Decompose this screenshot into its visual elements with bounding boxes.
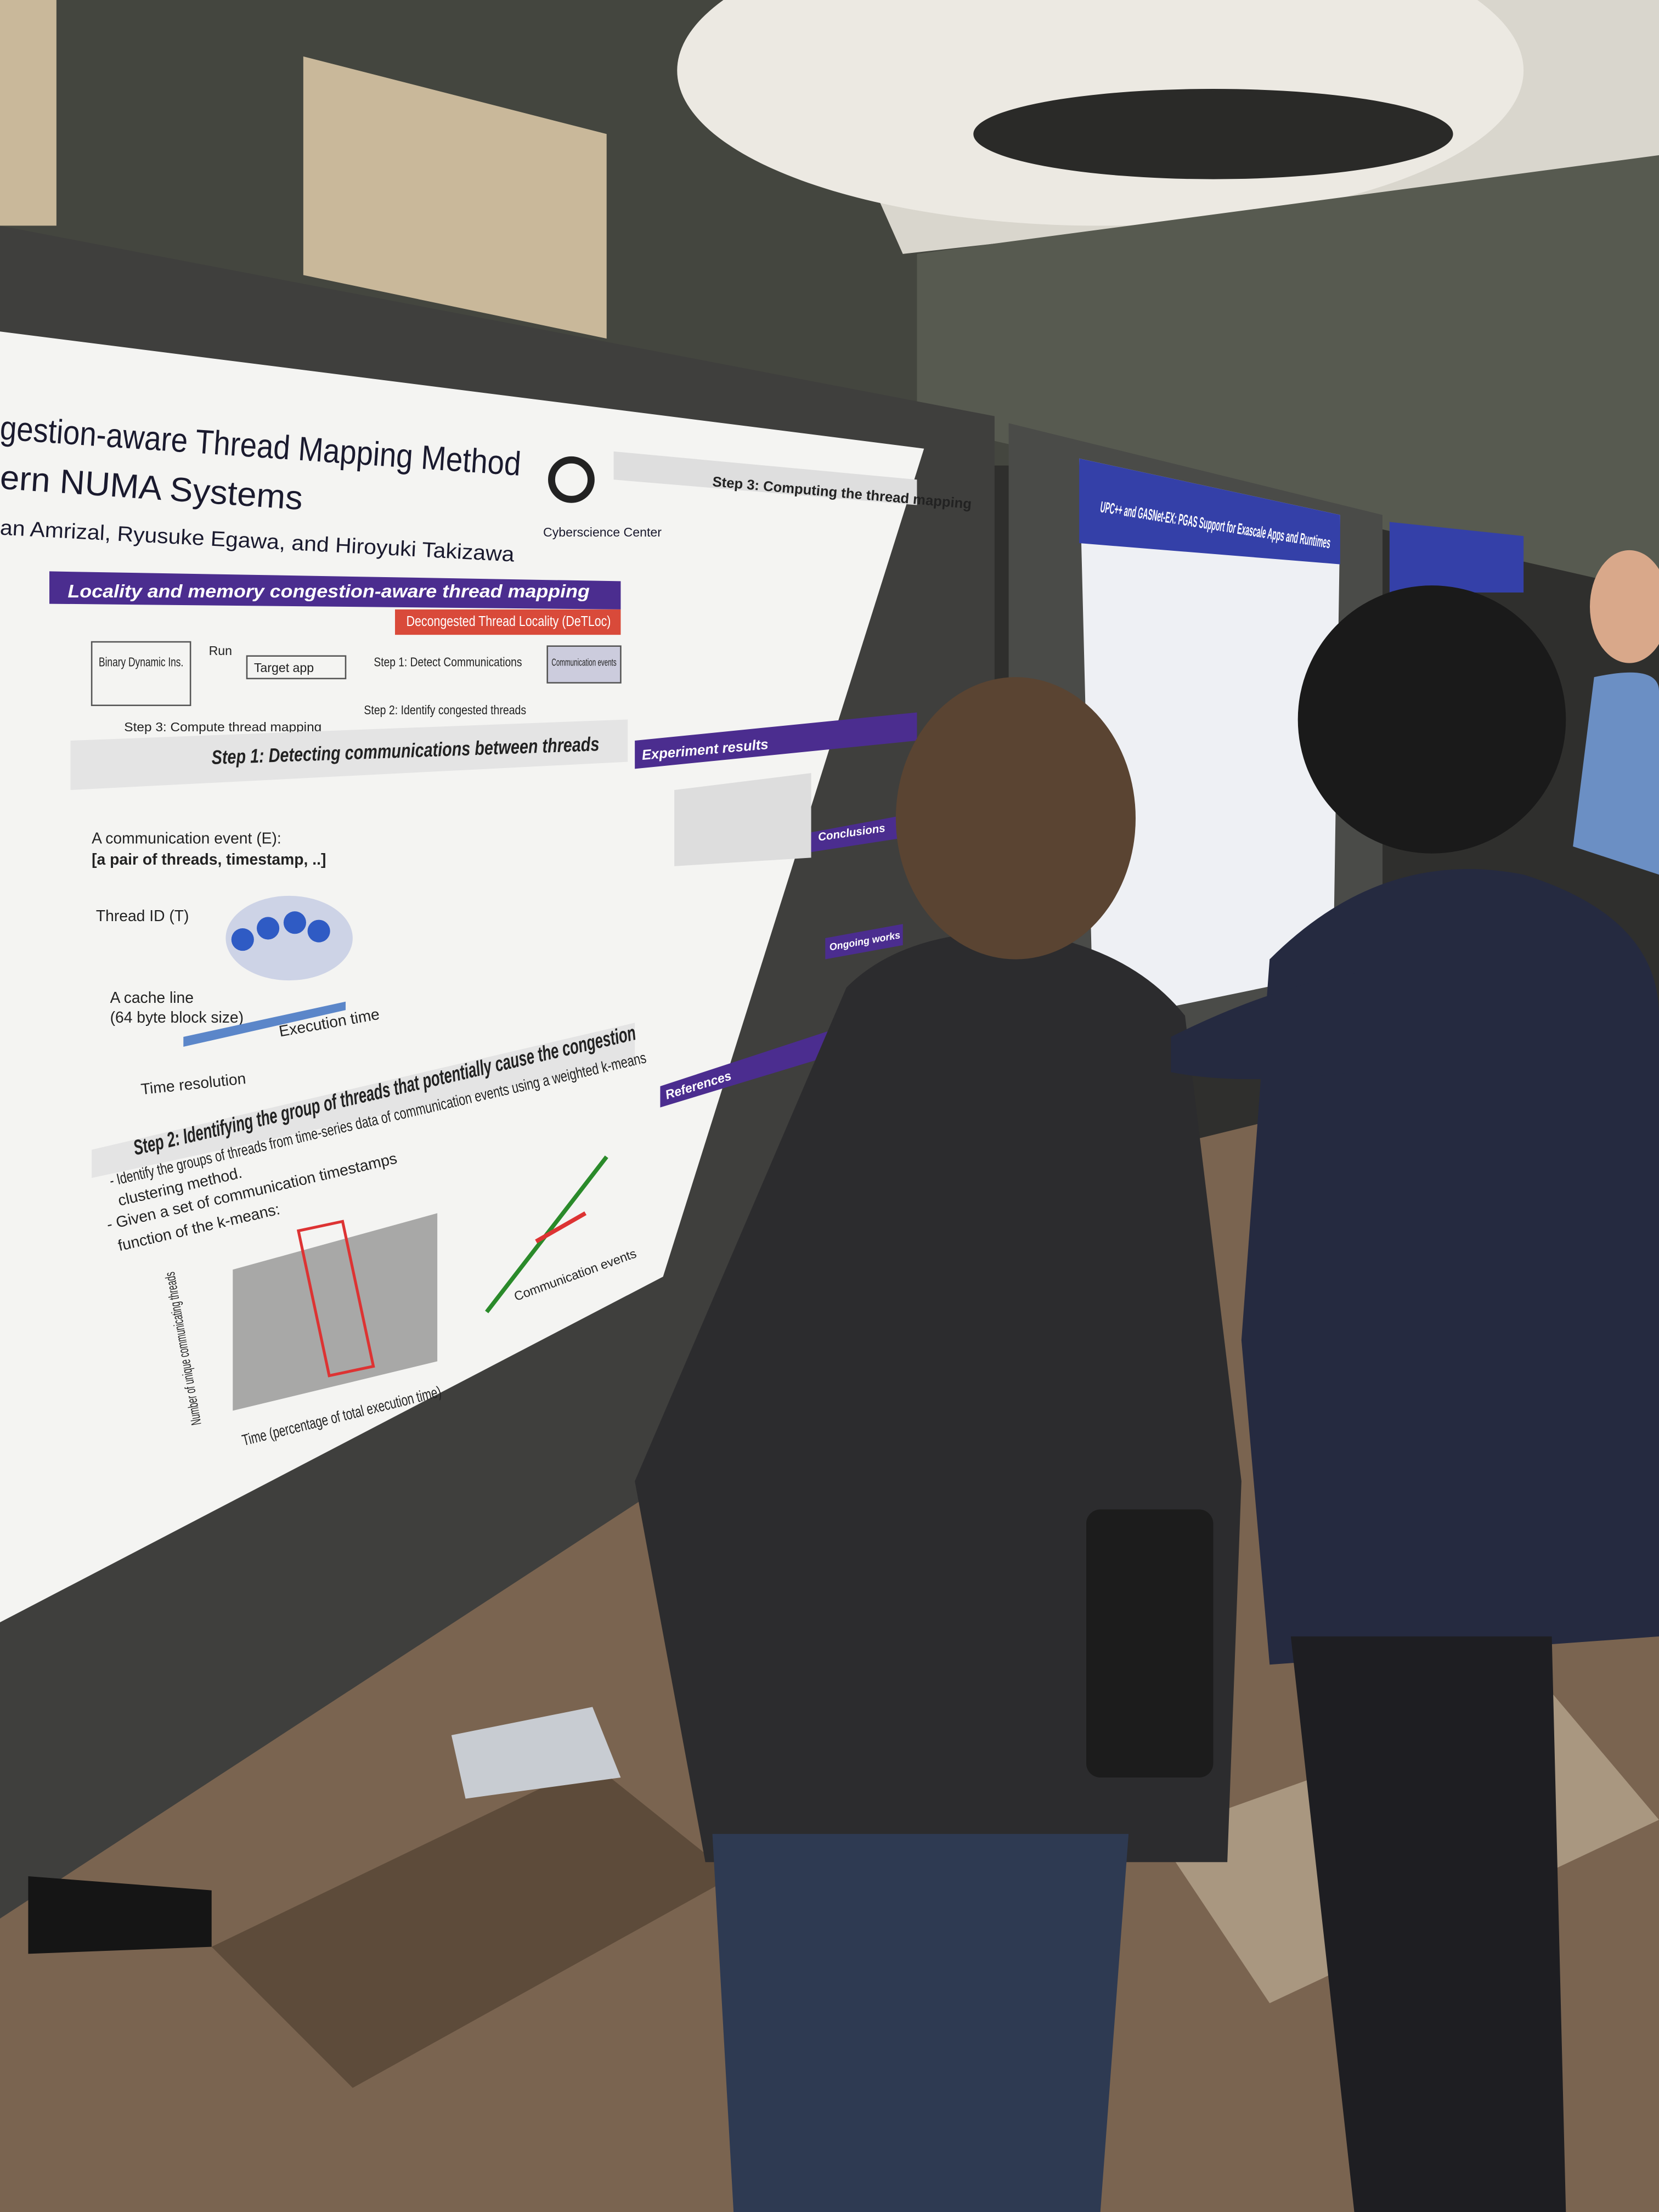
text: (64 byte block size) bbox=[110, 1008, 244, 1026]
ceiling-recess bbox=[973, 89, 1453, 179]
text: A cache line bbox=[110, 989, 194, 1006]
shoe bbox=[451, 1707, 621, 1799]
poster-third bbox=[1389, 522, 1524, 592]
wall-art bbox=[0, 0, 57, 226]
flow-label: Run bbox=[209, 644, 232, 658]
flow-box bbox=[246, 655, 347, 680]
carpet-pattern bbox=[211, 1763, 734, 2088]
affiliation: Cyberscience Center bbox=[543, 525, 662, 539]
subbanner-text: Decongested Thread Locality (DeTLoc) bbox=[407, 614, 611, 629]
thread bbox=[257, 917, 280, 940]
timeline bbox=[183, 1001, 346, 1047]
person-hair bbox=[1297, 585, 1566, 854]
poster bbox=[0, 331, 924, 1623]
person-pants bbox=[1290, 1636, 1566, 2212]
chart-image bbox=[233, 1213, 438, 1411]
thread-group bbox=[225, 895, 353, 981]
banner-text: Locality and memory congestion-aware thr… bbox=[67, 582, 589, 602]
flow: Binary Dynamic Ins. Run Target app Step … bbox=[91, 641, 622, 734]
person-jeans bbox=[712, 1833, 1129, 2212]
section-header bbox=[811, 815, 903, 853]
section-header bbox=[92, 1023, 635, 1178]
poster bbox=[1079, 458, 1340, 1023]
person-arm bbox=[1171, 973, 1355, 1080]
person-shirt bbox=[1573, 672, 1659, 875]
section-header bbox=[613, 451, 917, 505]
thread bbox=[283, 911, 306, 934]
flow-label: Communication events bbox=[551, 657, 616, 668]
text: A communication event (E): bbox=[92, 829, 281, 847]
section-header bbox=[635, 712, 917, 769]
logo bbox=[548, 456, 595, 503]
shoe bbox=[28, 1876, 212, 1954]
step1-content: A communication event (E): [a pair of th… bbox=[92, 829, 381, 1098]
flow-label: Binary Dynamic Ins. bbox=[99, 655, 183, 669]
bag bbox=[1086, 1509, 1214, 1778]
section-header bbox=[825, 924, 903, 960]
subbanner bbox=[395, 609, 621, 635]
cluster-line bbox=[535, 1211, 587, 1244]
wall-art bbox=[303, 56, 607, 339]
flow-box bbox=[91, 641, 191, 706]
section-header bbox=[70, 719, 628, 790]
flow-label: Step 2: Identify congested threads bbox=[364, 703, 526, 717]
section-header bbox=[660, 1030, 833, 1108]
far-wall bbox=[917, 155, 1659, 592]
banner bbox=[49, 571, 621, 610]
thread bbox=[231, 928, 254, 951]
chart-image bbox=[674, 773, 811, 866]
thread bbox=[307, 919, 330, 943]
person-hair bbox=[895, 677, 1136, 960]
flow-label: Step 3: Compute thread mapping bbox=[124, 720, 321, 734]
text: [a pair of threads, timestamp, ..] bbox=[92, 850, 326, 868]
flow-box bbox=[546, 645, 622, 684]
poster-header bbox=[1079, 458, 1340, 565]
text: Thread ID (T) bbox=[96, 907, 189, 924]
flow-label: Target app bbox=[254, 661, 314, 675]
highlight bbox=[296, 1220, 375, 1378]
flow-label: Step 1: Detect Communications bbox=[374, 655, 522, 669]
person-face bbox=[1590, 550, 1659, 663]
